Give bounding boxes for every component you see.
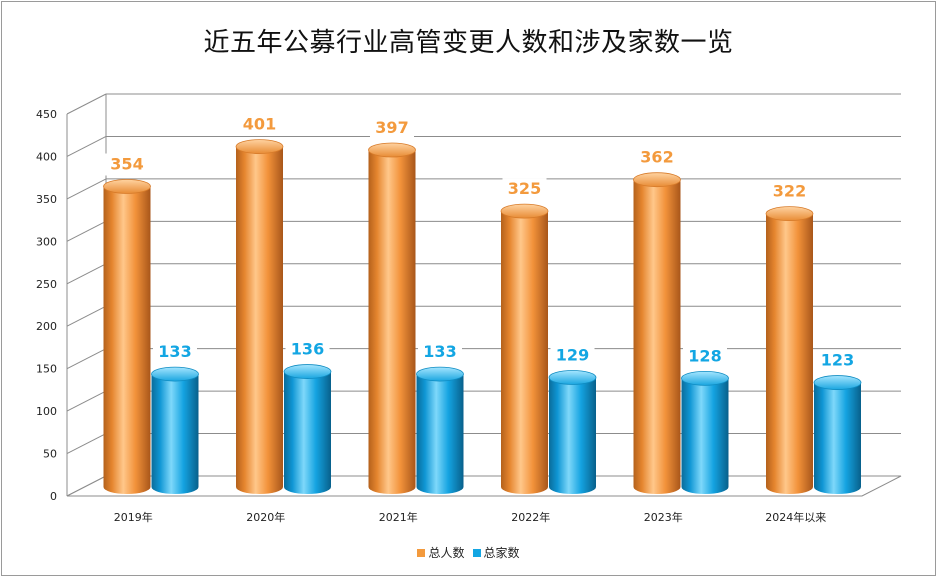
gridline-side — [66, 135, 107, 157]
x-tick-label: 2021年 — [379, 510, 418, 524]
data-label: 133 — [158, 342, 191, 361]
gridline-side — [66, 433, 107, 455]
bar-top — [500, 203, 549, 219]
data-label: 123 — [821, 351, 854, 370]
data-label: 397 — [375, 118, 408, 137]
bar-total-people — [501, 211, 548, 495]
data-label: 133 — [423, 342, 456, 361]
gridline-side — [66, 348, 107, 370]
legend-swatch — [472, 548, 481, 557]
y-tick-label: 100 — [36, 405, 57, 418]
data-label: 129 — [556, 345, 589, 364]
bar-top — [416, 366, 464, 382]
bar-top — [283, 364, 332, 379]
x-tick-label: 2019年 — [114, 510, 153, 524]
chart-legend: 总人数 总家数 — [0, 544, 937, 561]
x-tick-label: 2022年 — [511, 510, 550, 524]
data-label-bg — [683, 345, 727, 368]
y-tick-label: 400 — [36, 150, 57, 163]
y-tick-label: 250 — [36, 278, 57, 291]
bar-top — [151, 366, 199, 382]
data-label: 325 — [508, 179, 541, 198]
y-tick-label: 150 — [36, 363, 57, 376]
y-tick-label: 450 — [36, 108, 57, 121]
bar-top — [765, 206, 814, 222]
bar-total-firms — [814, 382, 861, 495]
data-label-bg — [815, 349, 860, 372]
y-tick-label: 350 — [36, 193, 57, 206]
bar-top — [103, 179, 151, 194]
legend-swatch — [417, 548, 426, 557]
data-label-bg — [285, 338, 330, 361]
bar-total-people — [236, 146, 283, 495]
data-label-bg — [105, 153, 149, 176]
bar-top — [633, 172, 681, 188]
bar-top — [813, 375, 862, 390]
data-label-bg — [635, 146, 679, 169]
gridline-side — [66, 220, 107, 242]
bar-total-firms — [151, 374, 199, 494]
data-label: 354 — [110, 154, 143, 173]
bar-top — [368, 142, 416, 158]
data-label-bg — [370, 116, 414, 139]
bar-top — [235, 139, 284, 154]
bar-total-people — [633, 179, 681, 495]
gridline-side — [66, 178, 107, 200]
bar-total-firms — [549, 377, 596, 495]
data-label: 128 — [688, 346, 721, 365]
bar-total-firms — [416, 374, 464, 495]
y-tick-label: 0 — [50, 490, 57, 503]
chart-title: 近五年公募行业高管变更人数和涉及家数一览 — [203, 28, 734, 58]
bar-top — [548, 370, 597, 385]
y-tick-label: 200 — [36, 320, 57, 333]
gridline-side — [66, 305, 107, 327]
x-tick-label: 2024年以来 — [765, 510, 826, 524]
data-label-bg — [550, 344, 595, 367]
gridline-side — [66, 390, 107, 412]
data-label: 136 — [291, 340, 324, 359]
bar-total-people — [368, 149, 416, 495]
legend-item: 总家数 — [472, 544, 520, 561]
y-tick-label: 300 — [36, 235, 57, 248]
bar-total-people — [766, 213, 813, 495]
data-label-bg — [502, 178, 547, 201]
x-tick-label: 2020年 — [246, 510, 285, 524]
data-label: 322 — [773, 182, 806, 201]
bar-total-firms — [681, 378, 729, 494]
legend-item: 总人数 — [417, 544, 465, 561]
data-label-bg — [418, 341, 462, 364]
data-label: 362 — [640, 148, 673, 167]
data-label-bg — [153, 341, 197, 364]
legend-label: 总人数 — [428, 546, 465, 560]
bar-total-firms — [284, 371, 331, 495]
data-label-bg — [767, 180, 812, 203]
bar-total-people — [103, 186, 151, 494]
legend-label: 总家数 — [483, 546, 520, 560]
x-tick-label: 2023年 — [644, 510, 683, 524]
bar-top — [681, 370, 729, 386]
gridline-side — [66, 93, 107, 115]
y-tick-label: 50 — [43, 448, 57, 461]
gridline-side — [66, 263, 107, 285]
data-label: 401 — [243, 115, 276, 134]
data-label-bg — [237, 113, 282, 136]
